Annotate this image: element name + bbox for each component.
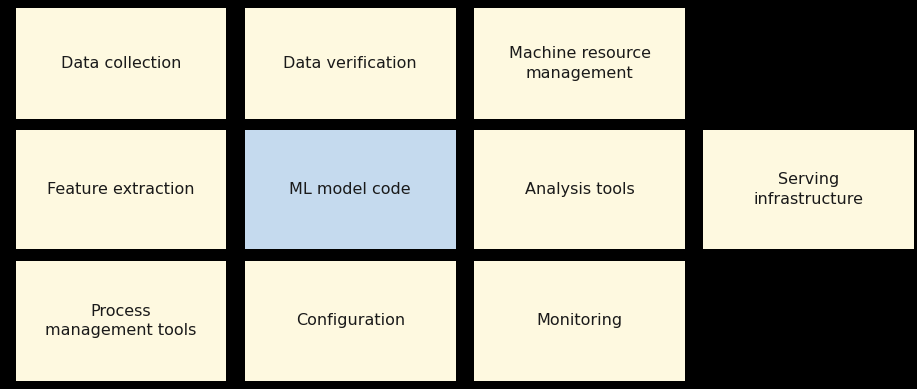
Text: Machine resource
management: Machine resource management [509,46,650,81]
FancyBboxPatch shape [245,130,456,249]
Text: Process
management tools: Process management tools [45,303,197,338]
FancyBboxPatch shape [245,8,456,119]
FancyBboxPatch shape [474,8,685,119]
FancyBboxPatch shape [474,130,685,249]
Text: Data collection: Data collection [61,56,182,71]
Text: ML model code: ML model code [290,182,411,197]
Text: Monitoring: Monitoring [536,314,623,328]
FancyBboxPatch shape [16,261,226,381]
Text: Analysis tools: Analysis tools [525,182,635,197]
Text: Serving
infrastructure: Serving infrastructure [754,172,864,207]
FancyBboxPatch shape [16,130,226,249]
Text: Feature extraction: Feature extraction [48,182,194,197]
Text: Configuration: Configuration [295,314,405,328]
FancyBboxPatch shape [474,261,685,381]
FancyBboxPatch shape [16,8,226,119]
FancyBboxPatch shape [245,261,456,381]
Text: Data verification: Data verification [283,56,417,71]
FancyBboxPatch shape [703,130,914,249]
